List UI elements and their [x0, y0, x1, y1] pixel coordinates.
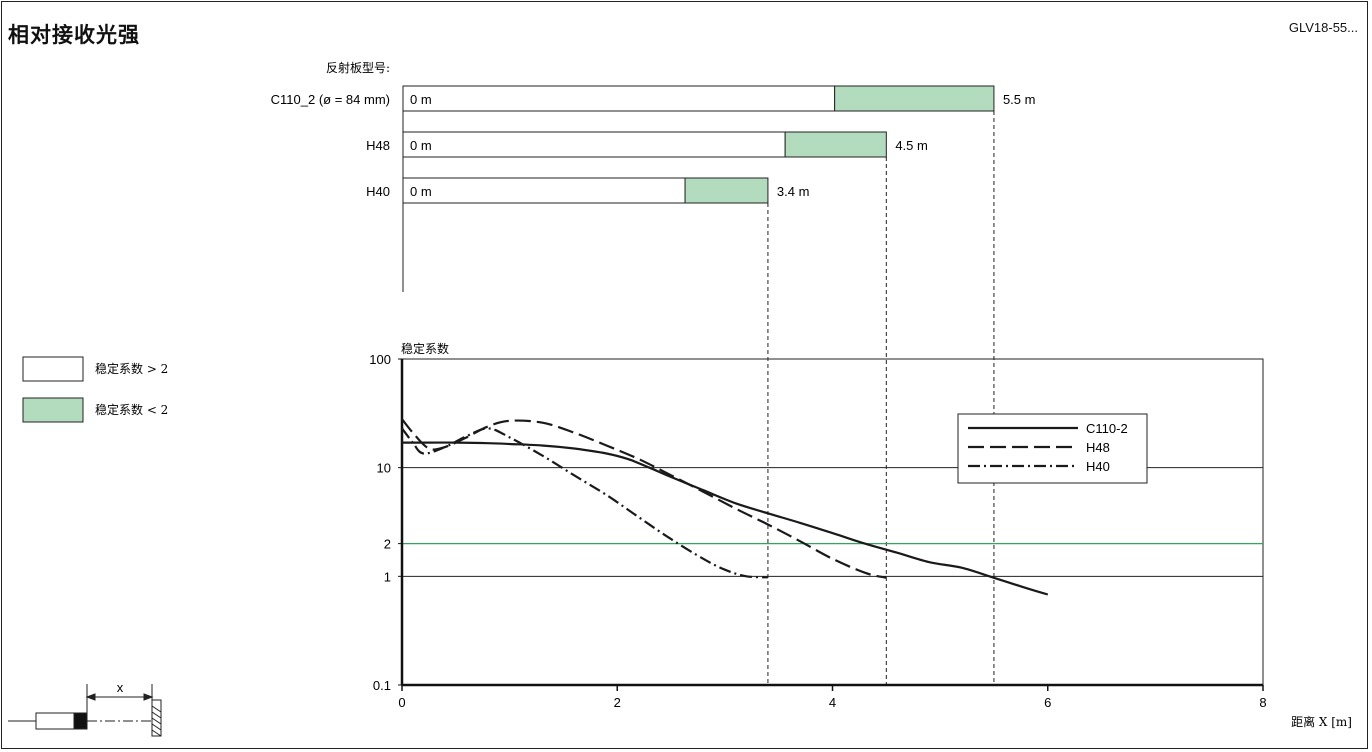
reflector-range-bars: 反射板型号: C110_2 (ø = 84 mm) 0 m 5.5 m H48 0 m 4… — [271, 60, 1036, 685]
legend-label-below-2: 稳定系数 < 2 — [95, 402, 168, 417]
plot-border — [401, 358, 1264, 686]
y-tick-label: 2 — [384, 537, 391, 552]
reflector-start-label-1: 0 m — [410, 138, 432, 153]
series-line-h40 — [401, 427, 768, 579]
reflector-marginal-bar-1 — [784, 131, 887, 158]
legend-entry-h40: H40 — [1086, 459, 1110, 474]
x-tick-label: 0 — [398, 695, 405, 710]
reflector-stable-bar-2 — [402, 177, 686, 204]
reflector-name-0: C110_2 (ø = 84 mm) — [271, 92, 390, 107]
reflector-stable-bar-1 — [402, 131, 786, 158]
legend-swatch-below-2 — [22, 397, 84, 423]
y-axis-label: 稳定系数 — [401, 341, 449, 356]
x-tick-label: 4 — [829, 695, 836, 710]
y-tick-label: 100 — [369, 352, 391, 367]
reflector-stable-bar-0 — [402, 85, 836, 112]
stability-legend: 稳定系数 > 2 稳定系数 < 2 — [22, 356, 168, 423]
y-tick-label: 10 — [377, 461, 391, 476]
series-line-h48 — [401, 418, 887, 579]
reflector-name-1: H48 — [366, 138, 390, 153]
reflector-start-label-0: 0 m — [410, 92, 432, 107]
legend-entry-h48: H48 — [1086, 440, 1110, 455]
sensor-schematic-icon — [8, 684, 162, 737]
model-code: GLV18-55... — [1288, 20, 1358, 35]
y-tick-label: 0.1 — [373, 678, 391, 693]
x-tick-label: 2 — [614, 695, 621, 710]
reflector-marginal-bar-0 — [834, 85, 995, 112]
reflector-name-2: H40 — [366, 184, 390, 199]
reflector-end-label-1: 4.5 m — [895, 138, 928, 153]
series-legend-box — [957, 413, 1148, 484]
schematic-distance-label: x — [117, 680, 124, 695]
series-line-c110-2 — [401, 441, 1049, 596]
reflector-end-label-2: 3.4 m — [777, 184, 810, 199]
legend-entry-c110-2: C110-2 — [1086, 421, 1128, 436]
legend-label-above-2: 稳定系数 > 2 — [95, 361, 168, 376]
x-tick-label: 8 — [1259, 695, 1266, 710]
reflector-heading: 反射板型号: — [326, 60, 390, 75]
x-tick-label: 6 — [1044, 695, 1051, 710]
reflector-end-label-0: 5.5 m — [1003, 92, 1036, 107]
reflector-marginal-bar-2 — [684, 177, 769, 204]
reflector-start-label-2: 0 m — [410, 184, 432, 199]
legend-swatch-above-2 — [22, 356, 84, 382]
page-title: 相对接收光强 — [8, 22, 140, 47]
x-axis-label: 距离 X [m] — [1291, 714, 1352, 729]
y-tick-label: 1 — [384, 569, 391, 584]
